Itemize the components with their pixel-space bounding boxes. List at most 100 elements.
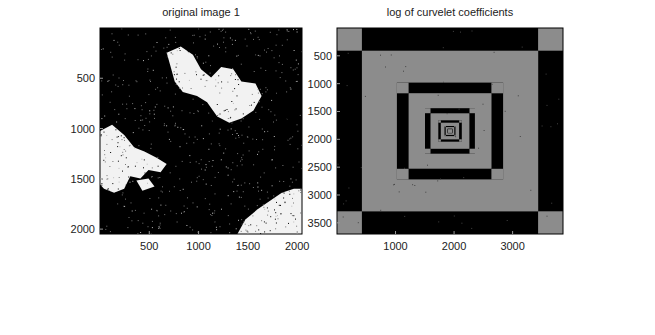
speckle [242,159,243,160]
speckle [190,227,191,228]
speckle [110,102,111,103]
speckle [190,96,191,97]
speckle [138,220,139,221]
speckle [165,50,166,51]
speckle [249,150,250,151]
speckle [206,167,207,168]
speckle [262,149,263,150]
speckle [262,139,263,140]
speckle [175,154,176,155]
speckle [174,125,175,126]
speckle [183,129,184,130]
speckle [215,193,216,194]
speckle [219,29,220,30]
speckle [264,231,265,232]
speckle [112,139,113,140]
speckle [232,44,233,45]
speckle [251,33,252,34]
speckle [425,192,426,193]
speckle [176,117,177,118]
speckle [347,85,348,86]
title: original image 1 [162,6,240,18]
speckle [300,51,301,52]
speckle [289,189,290,190]
speckle [224,110,225,111]
speckle [144,205,145,206]
speckle [110,231,111,232]
speckle [269,126,270,127]
speckle [166,77,167,78]
speckle [255,54,256,55]
speckle [138,37,139,38]
speckle [175,217,176,218]
speckle [404,168,405,169]
speckle [202,104,203,105]
speckle [266,52,267,53]
speckle [247,137,248,138]
speckle [260,68,261,69]
speckle [241,173,242,174]
speckle [280,77,281,78]
speckle [385,67,386,68]
speckle [231,203,232,204]
speckle [138,35,139,36]
speckle [106,144,107,145]
speckle [192,137,193,138]
speckle [258,101,259,102]
speckle [159,177,160,178]
speckle [361,167,362,168]
coefficient-block [454,135,455,136]
speckle [492,84,493,85]
y-tick [337,55,340,56]
speckle [257,120,258,121]
speckle [179,168,180,169]
speckle [404,216,405,217]
speckle [412,184,413,185]
speckle [262,107,263,108]
speckle [189,113,190,114]
y-tick-label: 3500 [308,217,332,229]
speckle [285,118,286,119]
speckle [155,229,156,230]
speckle [276,45,277,46]
speckle [217,153,218,154]
speckle [228,168,229,169]
speckle [176,79,177,80]
speckle [225,138,226,139]
speckle [101,31,102,33]
speckle [142,120,143,121]
speckle [172,115,173,116]
speckle [247,56,248,57]
speckle [236,162,237,163]
coefficient-block [459,120,462,122]
speckle [144,127,145,128]
speckle [132,180,133,181]
speckle [125,88,126,89]
speckle [196,181,197,182]
speckle [270,137,271,138]
speckle [243,61,244,62]
speckle [136,82,137,83]
speckle [152,227,153,228]
speckle [223,29,224,30]
speckle [252,154,253,155]
speckle [122,139,123,140]
coefficient-block [446,127,455,135]
speckle [127,49,128,50]
speckle [157,157,158,158]
speckle [216,229,217,230]
speckle [265,91,266,92]
speckle [234,109,235,110]
speckle [215,222,216,223]
speckle [264,221,265,222]
speckle [159,227,160,228]
speckle [177,222,178,223]
speckle [232,134,233,135]
speckle [117,137,118,138]
speckle [280,205,281,206]
speckle [296,81,297,82]
speckle [285,202,286,203]
speckle [189,224,190,225]
speckle [113,177,114,178]
speckle [242,135,243,136]
